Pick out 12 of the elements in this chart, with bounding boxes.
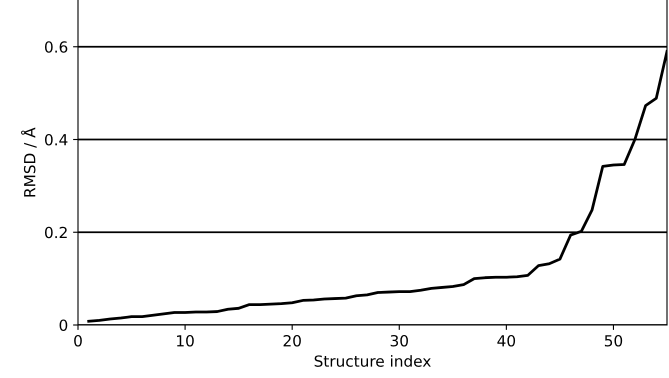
x-axis-title: Structure index xyxy=(314,355,431,367)
x-tick-label: 20 xyxy=(284,334,301,347)
y-tick-label: 0.6 xyxy=(44,41,68,53)
y-tick-label: 0 xyxy=(60,319,68,332)
x-tick-label: 40 xyxy=(497,334,516,347)
x-tick-label: 30 xyxy=(390,334,408,347)
x-tick-label: 0 xyxy=(74,334,82,347)
y-tick-label: 0.4 xyxy=(44,134,68,146)
y-tick-label: 0.2 xyxy=(44,226,67,238)
x-tick-label: 50 xyxy=(604,334,622,347)
x-tick-label: 10 xyxy=(177,334,194,347)
y-axis-title: RMSD / Å xyxy=(21,128,37,196)
